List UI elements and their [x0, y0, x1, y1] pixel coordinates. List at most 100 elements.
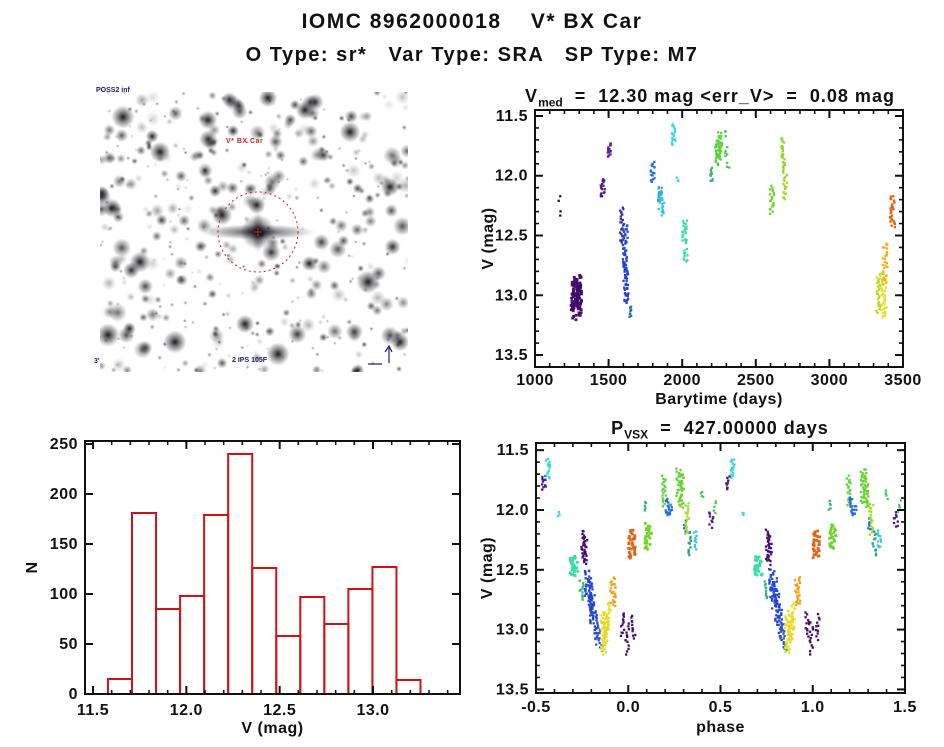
data-point: [625, 241, 628, 244]
data-point: [869, 516, 872, 519]
data-point: [568, 556, 572, 560]
data-point: [884, 489, 888, 492]
data-point: [633, 550, 637, 554]
data-point: [667, 505, 670, 508]
x-tick-label: 2500: [737, 372, 775, 389]
data-point: [787, 628, 790, 632]
data-point: [782, 171, 785, 174]
data-point: [682, 224, 685, 228]
data-point: [884, 274, 888, 278]
data-point: [829, 529, 832, 533]
data-point: [791, 617, 794, 621]
data-point: [600, 182, 604, 186]
lightcurve-plot: 1000 1500 2000 2500 3000 3500 11.5 12.0 12.5 13.0…: [480, 108, 921, 408]
data-point: [609, 143, 613, 146]
data-point: [805, 613, 809, 616]
data-point: [584, 550, 587, 554]
data-point: [791, 638, 794, 641]
data-point: [578, 281, 582, 285]
data-point: [630, 541, 634, 545]
data-point: [572, 315, 576, 318]
data-point: [892, 208, 895, 211]
data-point: [589, 593, 593, 596]
data-point: [865, 505, 868, 509]
data-point: [685, 518, 689, 521]
data-point: [602, 184, 605, 188]
data-point: [868, 533, 872, 536]
data-point: [771, 197, 774, 200]
data-point: [872, 503, 875, 507]
data-point: [662, 211, 665, 215]
data-point: [623, 286, 626, 289]
data-point: [891, 206, 895, 209]
data-point: [593, 628, 596, 632]
data-point: [863, 492, 866, 496]
data-point: [672, 134, 676, 138]
x-tick-label: 1.0: [801, 699, 825, 716]
data-point: [661, 209, 665, 212]
data-point: [618, 209, 622, 212]
data-point: [772, 573, 775, 576]
data-point: [832, 546, 835, 550]
data-point: [883, 297, 887, 300]
data-point: [548, 461, 551, 464]
data-point: [685, 521, 688, 524]
data-point: [683, 254, 686, 258]
data-point: [590, 582, 594, 585]
data-point: [720, 134, 723, 137]
data-point: [645, 539, 648, 543]
data-point: [709, 168, 713, 171]
data-point: [622, 260, 625, 263]
phase-title-prefix: P: [611, 418, 625, 438]
page-title: IOMC 8962000018 V* BX Car: [301, 10, 643, 33]
data-point: [773, 587, 777, 591]
data-point: [710, 526, 714, 530]
data-point: [604, 642, 607, 645]
data-point: [791, 615, 794, 619]
data-point: [600, 187, 604, 191]
data-point: [780, 613, 783, 617]
data-point: [620, 233, 623, 236]
x-tick-label: 1.5: [893, 699, 917, 716]
data-point: [622, 252, 625, 255]
data-point: [557, 511, 561, 514]
data-point: [717, 145, 720, 149]
data-point: [881, 278, 884, 281]
data-point: [669, 503, 672, 506]
data-point: [862, 486, 865, 489]
data-point: [770, 586, 774, 589]
data-point: [604, 633, 608, 636]
data-point: [588, 587, 592, 590]
data-point: [572, 570, 576, 574]
data-point: [828, 542, 832, 546]
data-point: [868, 523, 871, 526]
data-point: [788, 632, 791, 636]
data-point: [759, 560, 763, 564]
data-point: [726, 145, 729, 149]
data-point: [606, 155, 610, 158]
data-point: [773, 585, 776, 588]
data-point: [783, 161, 786, 165]
data-point: [612, 603, 615, 606]
data-point: [889, 197, 893, 201]
data-point: [846, 504, 849, 507]
data-point: [588, 585, 591, 588]
data-point: [585, 562, 588, 566]
data-point: [624, 234, 627, 237]
x-tick-label: 3000: [811, 372, 849, 389]
data-point: [815, 625, 818, 628]
data-point: [718, 142, 722, 145]
data-point: [771, 588, 775, 591]
data-point: [765, 586, 768, 590]
data-point: [775, 599, 779, 603]
data-point: [544, 485, 547, 488]
data-point: [631, 543, 634, 547]
data-point: [702, 495, 705, 499]
data-point: [588, 596, 591, 600]
data-point: [680, 489, 683, 492]
data-point: [620, 211, 623, 215]
data-point: [783, 177, 786, 180]
data-point: [622, 253, 626, 256]
data-point: [710, 166, 714, 170]
